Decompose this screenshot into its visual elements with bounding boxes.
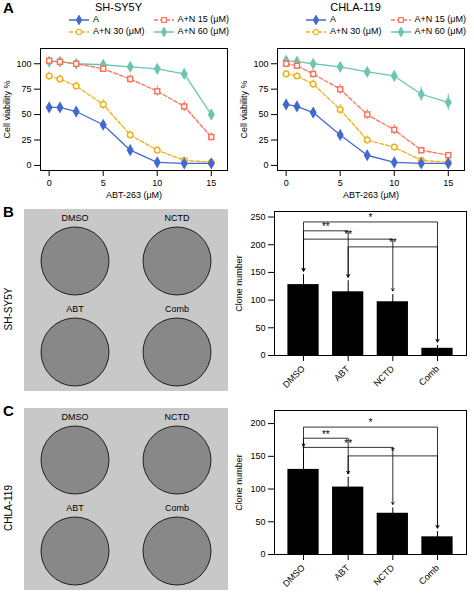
svg-text:100: 100 xyxy=(253,59,268,69)
html-text:A+N 30 (μM): A+N 30 (μM) xyxy=(330,26,382,36)
svg-text:**: ** xyxy=(322,221,330,232)
html-text:A+N 30 (μM): A+N 30 (μM) xyxy=(93,26,145,36)
html-text:A: A xyxy=(330,14,337,24)
svg-text:10: 10 xyxy=(152,178,162,188)
svg-text:5: 5 xyxy=(338,178,343,188)
svg-text:*: * xyxy=(369,417,373,428)
svg-text:50: 50 xyxy=(21,109,31,119)
svg-text:25: 25 xyxy=(21,135,31,145)
svg-text:200: 200 xyxy=(250,418,265,428)
svg-text:100: 100 xyxy=(250,484,265,494)
svg-text:100: 100 xyxy=(16,59,31,69)
svg-text:Cell viability %: Cell viability % xyxy=(239,80,249,138)
svg-text:ABT: ABT xyxy=(332,562,352,582)
svg-text:10: 10 xyxy=(389,178,399,188)
svg-text:25: 25 xyxy=(258,135,268,145)
svg-text:Comb: Comb xyxy=(165,304,189,314)
svg-text:B: B xyxy=(3,203,14,220)
svg-text:SH-SY5Y: SH-SY5Y xyxy=(3,287,14,330)
svg-text:Comb: Comb xyxy=(165,503,189,513)
svg-text:Cell viability %: Cell viability % xyxy=(2,80,12,138)
svg-text:DMSO: DMSO xyxy=(281,364,307,390)
svg-text:Comb: Comb xyxy=(417,364,441,388)
svg-text:**: ** xyxy=(344,229,352,240)
svg-text:0: 0 xyxy=(284,178,289,188)
svg-text:50: 50 xyxy=(258,109,268,119)
svg-text:ABT: ABT xyxy=(332,363,352,383)
svg-text:150: 150 xyxy=(250,451,265,461)
svg-text:0: 0 xyxy=(47,178,52,188)
svg-text:**: ** xyxy=(322,429,330,440)
svg-text:75: 75 xyxy=(258,84,268,94)
html-text:A+N 15 (μM): A+N 15 (μM) xyxy=(414,14,466,24)
svg-text:CHLA-119: CHLA-119 xyxy=(3,485,14,531)
svg-text:0: 0 xyxy=(260,350,265,360)
svg-text:**: ** xyxy=(389,237,397,248)
svg-text:50: 50 xyxy=(255,517,265,527)
svg-text:ABT: ABT xyxy=(66,503,84,513)
svg-text:C: C xyxy=(3,402,14,419)
svg-text:250: 250 xyxy=(250,212,265,222)
svg-text:Clone number: Clone number xyxy=(234,255,244,312)
svg-text:ABT-263 (μM): ABT-263 (μM) xyxy=(106,190,162,200)
svg-text:DMSO: DMSO xyxy=(62,412,89,422)
html-text:SH-SY5Y: SH-SY5Y xyxy=(95,1,142,13)
svg-text:NCTD: NCTD xyxy=(372,562,397,587)
svg-text:**: ** xyxy=(344,438,352,449)
svg-text:NCTD: NCTD xyxy=(372,363,397,388)
svg-text:ABT-263 (μM): ABT-263 (μM) xyxy=(343,190,399,200)
svg-text:15: 15 xyxy=(206,178,216,188)
svg-text:*: * xyxy=(369,212,373,223)
html-text:A+N 60 (μM): A+N 60 (μM) xyxy=(414,26,466,36)
svg-text:100: 100 xyxy=(250,295,265,305)
svg-text:15: 15 xyxy=(443,178,453,188)
svg-text:0: 0 xyxy=(260,549,265,559)
html-text:A: A xyxy=(3,0,14,16)
html-text:CHLA-119: CHLA-119 xyxy=(330,1,381,13)
svg-text:200: 200 xyxy=(250,240,265,250)
svg-text:ABT: ABT xyxy=(66,304,84,314)
svg-text:NCTD: NCTD xyxy=(165,412,190,422)
html-text:A+N 60 (μM): A+N 60 (μM) xyxy=(177,26,229,36)
svg-text:5: 5 xyxy=(101,178,106,188)
svg-text:0: 0 xyxy=(263,160,268,170)
svg-text:150: 150 xyxy=(250,267,265,277)
svg-text:*: * xyxy=(391,446,395,457)
svg-text:75: 75 xyxy=(21,84,31,94)
svg-text:0: 0 xyxy=(26,160,31,170)
svg-text:DMSO: DMSO xyxy=(62,213,89,223)
html-text:A: A xyxy=(93,14,100,24)
svg-text:NCTD: NCTD xyxy=(165,213,190,223)
svg-text:DMSO: DMSO xyxy=(281,563,307,589)
svg-text:Comb: Comb xyxy=(417,563,441,587)
html-text:A+N 15 (μM): A+N 15 (μM) xyxy=(177,14,229,24)
svg-text:50: 50 xyxy=(255,323,265,333)
svg-text:Clone number: Clone number xyxy=(234,454,244,511)
